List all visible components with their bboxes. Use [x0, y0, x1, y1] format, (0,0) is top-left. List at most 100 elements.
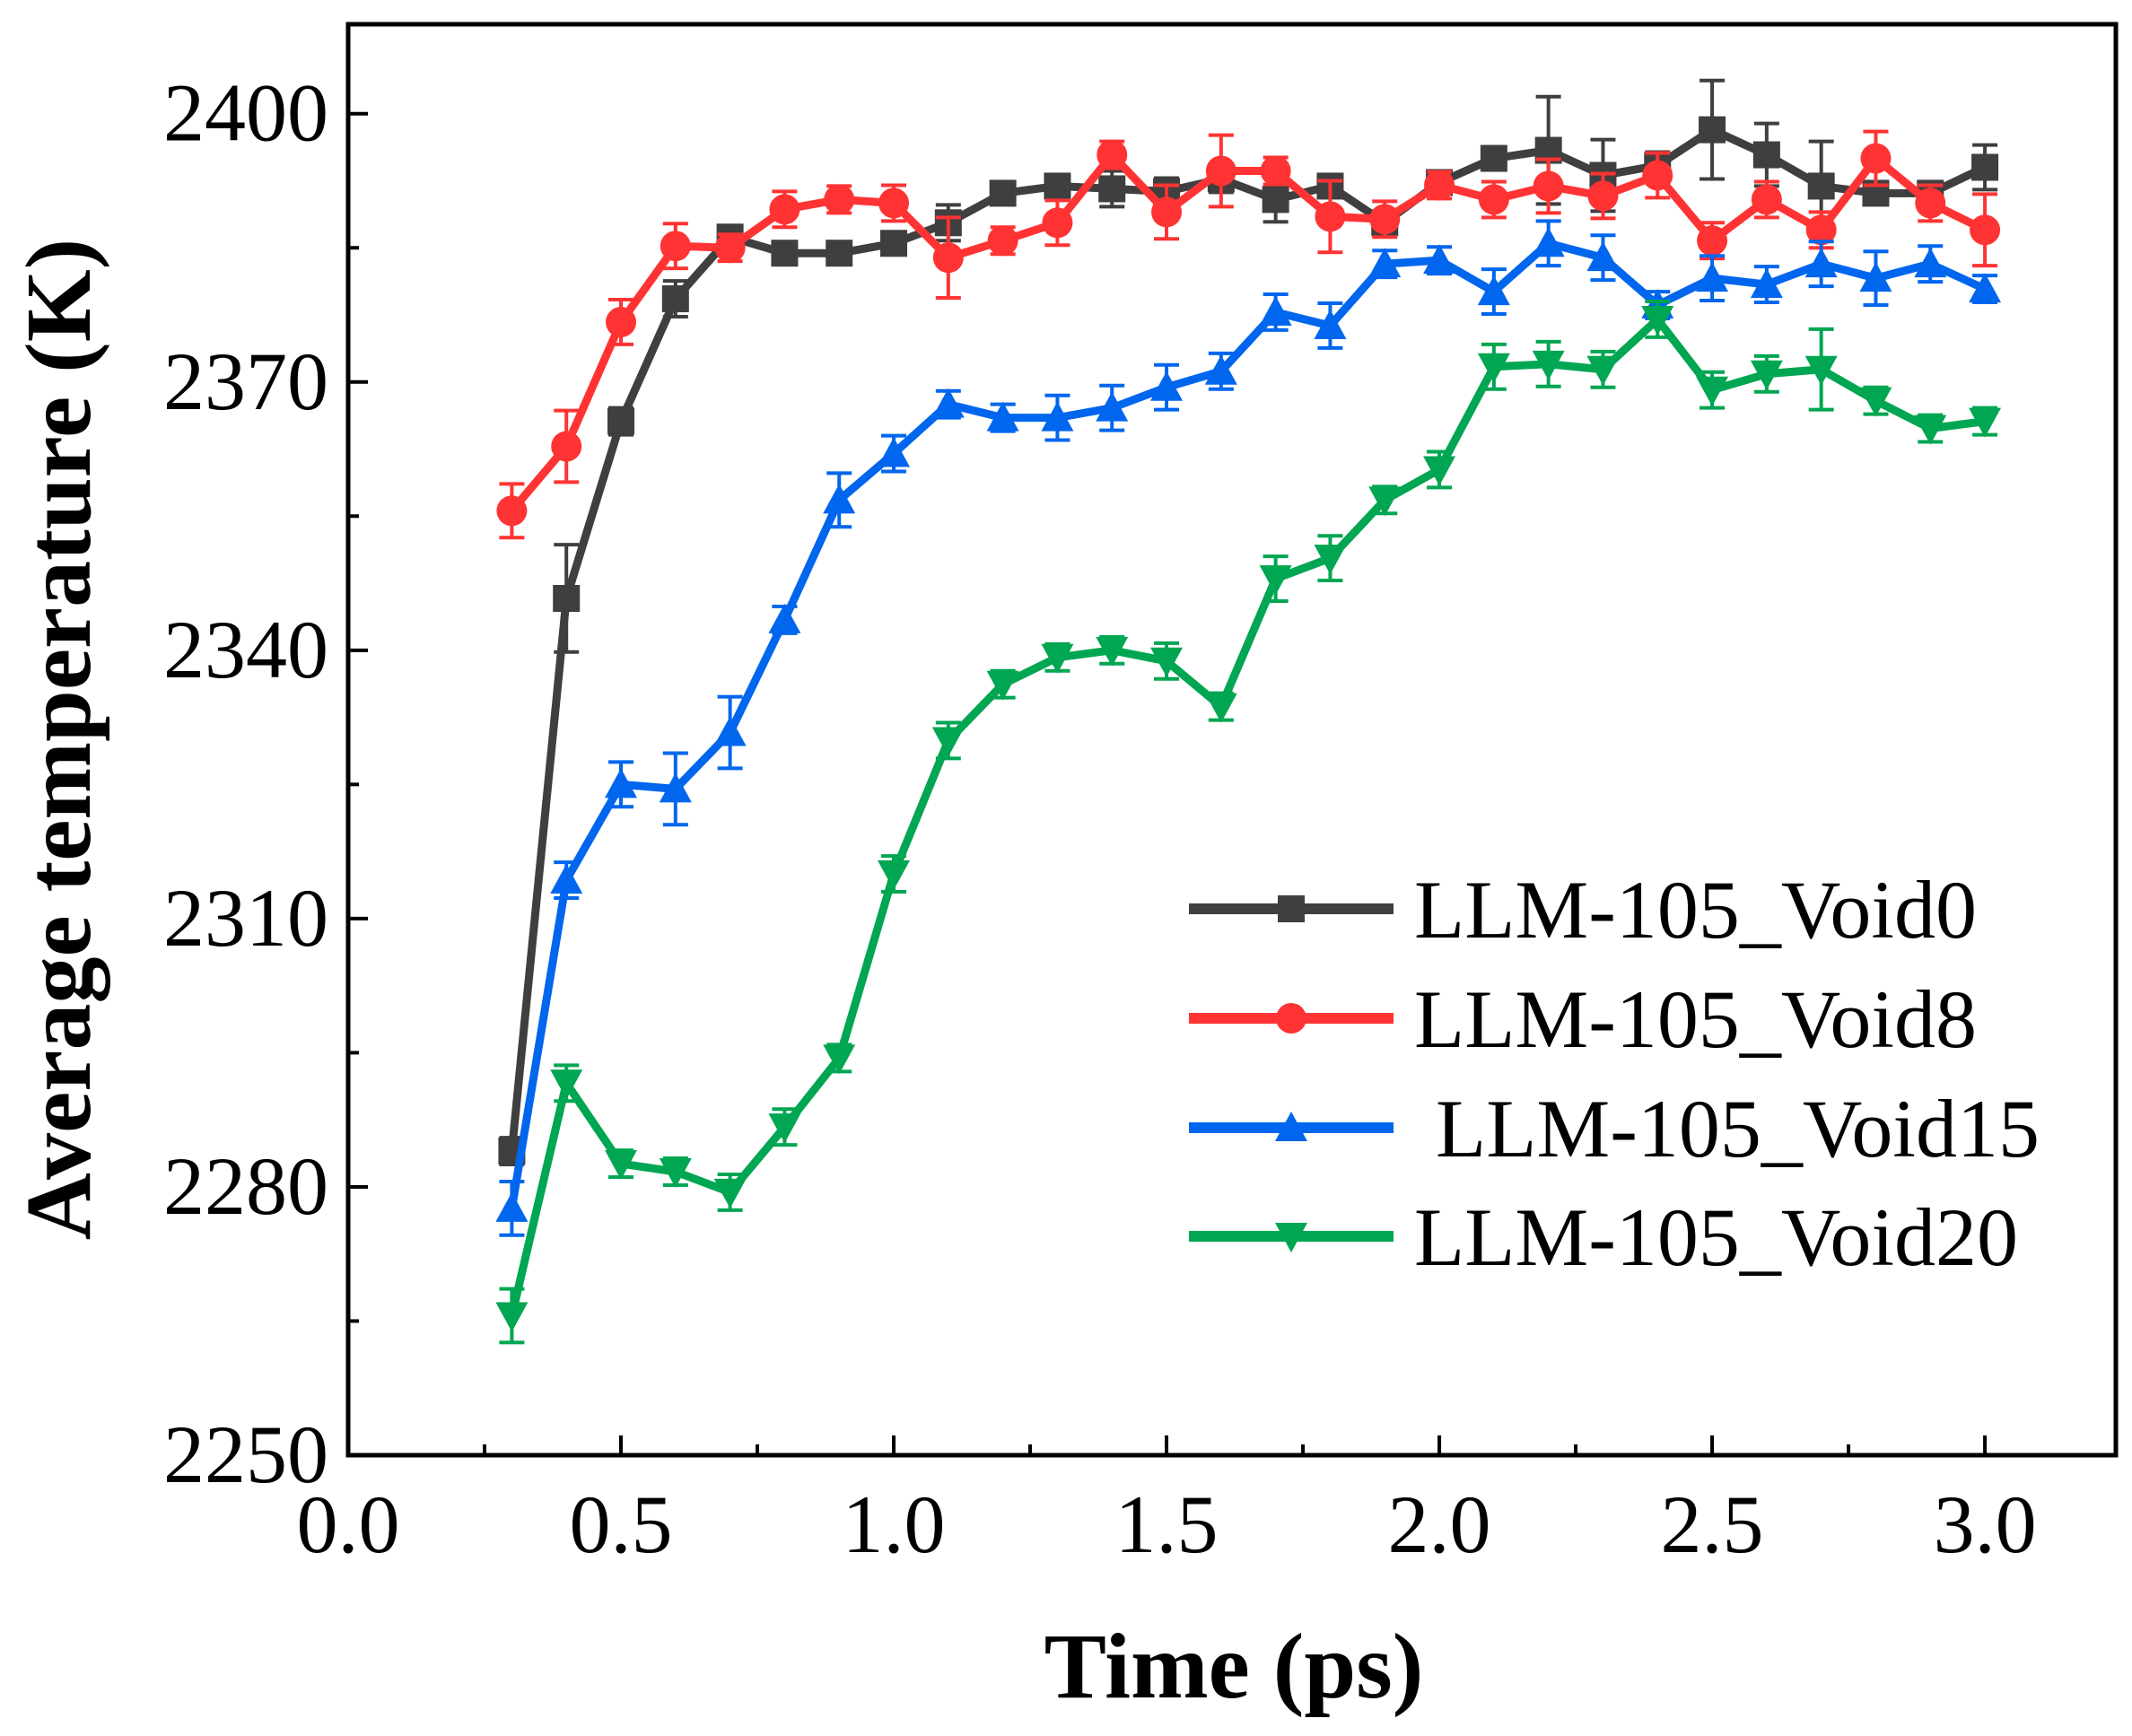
data-point [1097, 139, 1128, 170]
data-point [1204, 693, 1237, 723]
data-point [989, 179, 1017, 207]
data-point [1696, 262, 1729, 292]
data-point [1315, 201, 1346, 232]
data-point [1423, 456, 1456, 486]
data-point [661, 285, 689, 313]
legend-marker [1275, 1223, 1307, 1252]
data-point [824, 184, 855, 215]
data-point [1752, 141, 1780, 169]
data-point [931, 727, 965, 757]
data-point [496, 495, 528, 527]
series-LLM-105_Void8 [496, 129, 2001, 540]
legend-label: LLM-105_Void8 [1414, 973, 1977, 1065]
data-point [1478, 184, 1509, 215]
legend-marker [1276, 1003, 1306, 1034]
data-point [1860, 143, 1892, 174]
data-point [553, 584, 581, 612]
legend-marker [1278, 895, 1305, 922]
data-point [1750, 360, 1783, 390]
data-point [1477, 353, 1510, 383]
data-point [605, 768, 638, 798]
data-point [1042, 207, 1073, 239]
data-point [771, 240, 799, 267]
x-tick-label: 1.0 [843, 1479, 946, 1570]
data-point [1969, 407, 2002, 438]
data-point [1150, 371, 1184, 401]
data-point [1859, 387, 1892, 417]
data-point [986, 401, 1019, 432]
data-point [1532, 227, 1565, 257]
data-point [1533, 170, 1564, 202]
data-point [1369, 204, 1401, 235]
data-point [1697, 225, 1728, 257]
data-point [769, 194, 800, 225]
data-point [768, 603, 801, 633]
data-point [1532, 350, 1565, 380]
data-point [495, 1191, 529, 1222]
x-axis-title: Time (ps) [1044, 1615, 1424, 1718]
legend-label: LLM-105_Void20 [1414, 1191, 2018, 1283]
data-point [932, 242, 964, 274]
data-point [1915, 188, 1946, 219]
data-point [659, 772, 692, 803]
x-tick-label: 0.0 [297, 1479, 400, 1570]
data-point [1642, 160, 1673, 191]
data-point [1041, 401, 1074, 432]
data-point [1480, 144, 1507, 172]
data-point [1260, 155, 1291, 187]
y-axis-title: Average temperature (K) [7, 239, 110, 1241]
y-tick-label: 2400 [163, 67, 328, 159]
data-point [986, 670, 1019, 701]
data-point [823, 484, 856, 514]
data-point [605, 1150, 638, 1181]
data-point [1586, 241, 1620, 272]
data-point [1914, 414, 1947, 445]
x-tick-label: 0.5 [570, 1479, 673, 1570]
x-tick-label: 1.5 [1115, 1479, 1219, 1570]
data-point [659, 1157, 692, 1188]
data-point [880, 230, 908, 257]
plot-frame [345, 22, 2119, 1458]
data-point [1044, 172, 1071, 200]
data-point [931, 388, 965, 418]
data-point [826, 240, 853, 267]
data-point [768, 1113, 801, 1144]
data-point [1314, 545, 1347, 575]
data-point [1314, 309, 1347, 339]
y-tick-label: 2250 [163, 1409, 328, 1500]
data-point [1805, 214, 1837, 246]
y-tick-label: 2340 [163, 604, 328, 695]
data-point [1586, 355, 1620, 386]
data-point [551, 431, 582, 462]
legend-item: LLM-105_Void8 [1189, 973, 1977, 1065]
data-point [1259, 295, 1292, 326]
legend-item: LLM-105_Void20 [1189, 1191, 2018, 1283]
data-point [550, 1069, 583, 1100]
data-point [1751, 184, 1782, 215]
data-point [1096, 391, 1129, 422]
data-point [1750, 268, 1783, 299]
data-point [1696, 376, 1729, 406]
data-point [1259, 565, 1292, 596]
data-point [607, 407, 635, 435]
data-point [823, 1044, 856, 1075]
data-point [495, 1302, 529, 1332]
data-point [1804, 248, 1838, 278]
data-point [1641, 305, 1674, 336]
data-point [1368, 248, 1402, 278]
data-point [1477, 275, 1510, 306]
data-point [1859, 262, 1892, 292]
data-point [550, 864, 583, 894]
data-point [1970, 214, 2001, 246]
x-tick-label: 3.0 [1934, 1479, 2037, 1570]
legend-item: LLM-105_Void15 [1189, 1083, 2040, 1174]
legend: LLM-105_Void0 LLM-105_Void8 LLM-105_Void15… [1189, 864, 2040, 1283]
data-point [1151, 196, 1183, 228]
data-point [713, 716, 747, 746]
data-point [1368, 486, 1402, 517]
data-point [1804, 355, 1838, 386]
legend-item: LLM-105_Void0 [1189, 864, 1977, 955]
y-tick-label: 2280 [163, 1140, 328, 1232]
series-line [507, 239, 1987, 1209]
